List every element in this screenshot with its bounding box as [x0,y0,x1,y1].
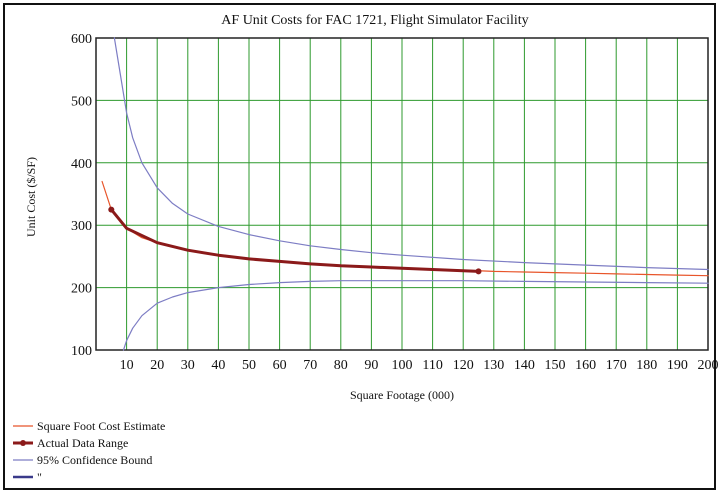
y-axis-title: Unit Cost ($/SF) [24,157,38,237]
x-tick-label: 120 [453,358,474,373]
y-tick-label: 300 [71,219,92,234]
x-tick-label: 20 [150,358,164,373]
series-line-1 [101,180,709,277]
x-tick-label: 140 [514,358,535,373]
y-tick-label: 500 [71,94,92,109]
chart-canvas: AF Unit Costs for FAC 1721, Flight Simul… [13,13,718,484]
y-tick-label: 200 [71,282,92,297]
x-tick-label: 160 [575,358,596,373]
y-tick-label: 100 [71,344,92,359]
y-tick-label: 400 [71,157,92,172]
x-tick-label: 50 [242,358,256,373]
x-tick-label: 190 [667,358,688,373]
x-tick-label: 60 [273,358,287,373]
chart-frame: AF Unit Costs for FAC 1721, Flight Simul… [3,3,718,490]
legend-label: 95% Confidence Bound [37,453,152,467]
x-tick-label: 170 [606,358,627,373]
y-tick-label: 600 [71,32,92,47]
series-line-3 [113,37,709,271]
data-range-endpoint [475,268,482,275]
x-tick-label: 30 [181,358,195,373]
x-tick-label: 150 [545,358,566,373]
x-tick-label: 180 [636,358,657,373]
legend-marker [20,440,26,446]
x-tick-label: 40 [211,358,225,373]
x-tick-label: 90 [364,358,378,373]
x-tick-label: 110 [422,358,442,373]
legend-label: Actual Data Range [37,436,128,450]
axes: 100 200 300 400 500 600 10 20 30 40 50 60 70 80 90 100 1… [71,32,718,373]
x-tick-label: 200 [698,358,719,373]
chart-title: AF Unit Costs for FAC 1721, Flight Simul… [221,13,528,28]
legend-label: " [37,470,42,484]
x-tick-label: 70 [303,358,317,373]
legend: Square Foot Cost Estimate Actual Data Ran… [13,419,165,484]
x-tick-label: 80 [334,358,348,373]
plot-area-border [95,37,709,351]
series-group [101,37,709,351]
data-range-endpoint [108,206,115,213]
legend-label: Square Foot Cost Estimate [37,419,165,433]
series-line-2 [109,208,480,273]
series-line-4 [122,280,709,351]
x-tick-label: 10 [120,358,134,373]
x-tick-label: 130 [483,358,504,373]
x-tick-label: 100 [392,358,413,373]
x-axis-title: Square Footage (000) [350,388,454,402]
grid [96,38,708,350]
